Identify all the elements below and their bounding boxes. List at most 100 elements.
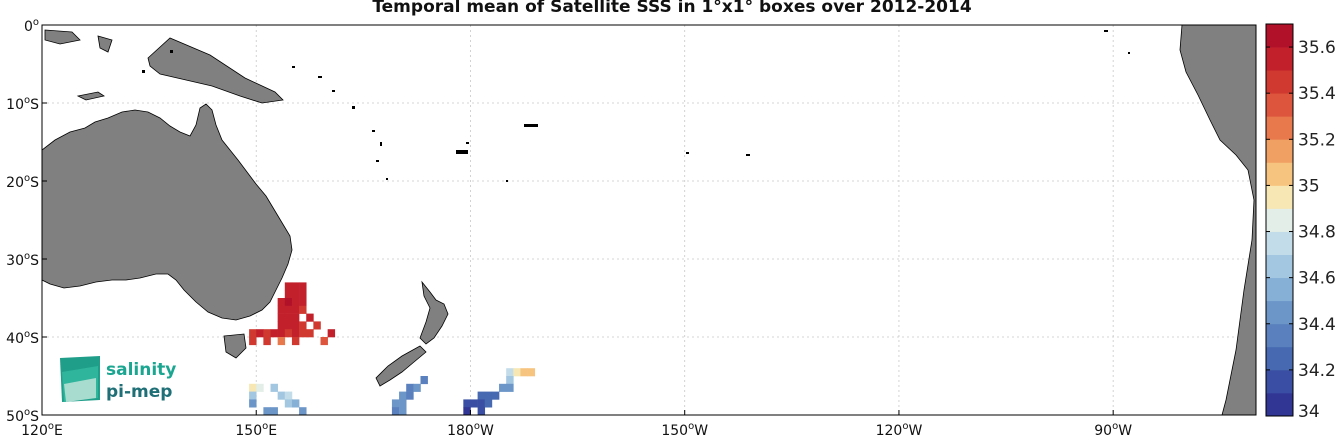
sss-box xyxy=(513,368,521,377)
sss-box xyxy=(277,329,286,338)
sss-box xyxy=(291,290,300,299)
pacific-islands xyxy=(142,30,1130,182)
lat-tick-label: 0o xyxy=(24,17,39,35)
sss-box xyxy=(527,368,536,377)
sss-box xyxy=(506,376,514,385)
land-indonesia xyxy=(44,29,81,45)
sss-box xyxy=(270,329,278,338)
sss-box xyxy=(306,313,314,322)
colorbar-tick-label: 34 xyxy=(1298,402,1320,422)
lat-tick-label: 50oS xyxy=(6,407,39,425)
colorbar-segment xyxy=(1266,47,1293,71)
colorbar-segment xyxy=(1266,392,1293,417)
lon-axis: 120oE 150oE 180oW 150oW 120oW 90oW xyxy=(21,410,1132,438)
sss-box xyxy=(406,391,414,400)
lon-tick-label: 150oE xyxy=(235,421,277,438)
logo-line2: pi-mep xyxy=(106,382,172,402)
colorbar-segment xyxy=(1266,277,1293,302)
sss-box xyxy=(291,313,300,322)
lat-tick-label: 10oS xyxy=(6,95,39,113)
sss-box xyxy=(291,305,300,314)
map-frame-border xyxy=(41,24,1257,416)
sss-box xyxy=(249,399,257,408)
sss-box xyxy=(484,391,493,400)
salinity-pimep-logo: salinity pi-mep xyxy=(60,356,176,402)
colorbar-tick-label: 34.4 xyxy=(1298,315,1336,335)
sss-box xyxy=(291,329,300,338)
sss-box xyxy=(484,399,493,408)
lon-tick-label: 120oW xyxy=(876,421,923,438)
land-nz-south xyxy=(375,345,427,387)
colorbar-segment xyxy=(1266,231,1293,255)
sss-box xyxy=(313,321,321,330)
sss-box xyxy=(284,399,293,408)
sss-box xyxy=(463,399,471,408)
sss-box xyxy=(291,298,300,307)
sss-box xyxy=(291,337,300,346)
lat-tick-label: 20oS xyxy=(6,173,39,191)
land-tasmania xyxy=(223,333,247,359)
land-new-guinea xyxy=(147,37,284,104)
lat-tick-label: 40oS xyxy=(6,329,39,347)
sss-box xyxy=(263,337,271,346)
chart-title: Temporal mean of Satellite SSS in 1°x1° … xyxy=(372,0,972,17)
sss-box xyxy=(284,321,293,330)
lat-axis: 0o 10oS 20oS 30oS 40oS 50oS xyxy=(6,17,47,425)
land-south-america xyxy=(1179,25,1256,415)
sss-boxes xyxy=(249,282,536,415)
sss-box xyxy=(284,298,293,307)
sss-box xyxy=(256,329,264,338)
sss-box xyxy=(284,329,293,338)
sss-box xyxy=(463,407,471,415)
sss-box xyxy=(299,329,307,338)
sss-box xyxy=(291,399,300,408)
sss-box xyxy=(249,337,257,346)
logo-line1: salinity xyxy=(106,360,176,380)
sss-box xyxy=(399,399,407,408)
sss-box xyxy=(420,376,428,385)
colorbar-tick-label: 35 xyxy=(1298,176,1320,196)
sss-box xyxy=(506,368,514,377)
sss-box xyxy=(306,329,314,338)
colorbar-tick-label: 34.2 xyxy=(1298,361,1336,381)
colorbar-tick-label: 35.4 xyxy=(1298,84,1336,104)
land-nz-north xyxy=(419,280,449,345)
sss-box xyxy=(277,391,286,400)
colorbar-segment xyxy=(1266,116,1293,140)
sss-box xyxy=(477,391,486,400)
sss-box xyxy=(491,391,500,400)
sss-box xyxy=(249,329,257,338)
colorbar-ticks: 34 34.2 34.4 34.6 34.8 35 35.2 35.4 35.6 xyxy=(1266,38,1336,422)
sss-box xyxy=(299,282,307,291)
land-masses xyxy=(42,25,1256,415)
sss-box xyxy=(399,391,407,400)
sss-box xyxy=(391,407,400,415)
sss-box xyxy=(299,321,307,330)
sss-box xyxy=(520,368,528,377)
colorbar-tick-label: 35.2 xyxy=(1298,130,1336,150)
lat-tick-label: 30oS xyxy=(6,251,39,269)
sss-box xyxy=(320,337,328,346)
colorbar-segment xyxy=(1266,185,1293,209)
colorbar-segment xyxy=(1266,323,1293,348)
sss-box xyxy=(299,290,307,299)
sss-box xyxy=(299,298,307,307)
colorbar-segment xyxy=(1266,139,1293,163)
colorbar-segment xyxy=(1266,208,1293,232)
sss-box xyxy=(277,298,286,307)
colorbar-segment xyxy=(1266,300,1293,325)
sss-box xyxy=(256,383,264,392)
sss-box xyxy=(284,313,293,322)
colorbar-tick-label: 34.6 xyxy=(1298,269,1336,289)
lon-tick-label: 150oW xyxy=(661,421,708,438)
sss-box xyxy=(277,305,286,314)
lon-tick-label: 120oE xyxy=(21,421,63,438)
colorbar xyxy=(1265,23,1294,417)
sss-box xyxy=(277,313,286,322)
sss-box xyxy=(284,282,293,291)
sss-box xyxy=(284,391,293,400)
sss-box xyxy=(263,407,271,415)
sss-box xyxy=(506,383,514,392)
sss-box xyxy=(327,329,336,338)
